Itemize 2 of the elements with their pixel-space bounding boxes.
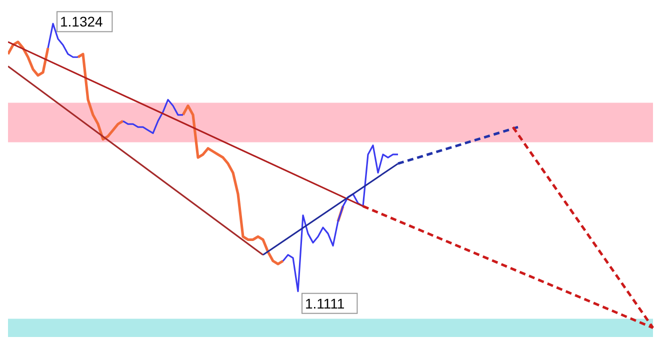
annotation: 1.1324 xyxy=(60,14,104,30)
annotation: 1.1111 xyxy=(305,295,345,312)
